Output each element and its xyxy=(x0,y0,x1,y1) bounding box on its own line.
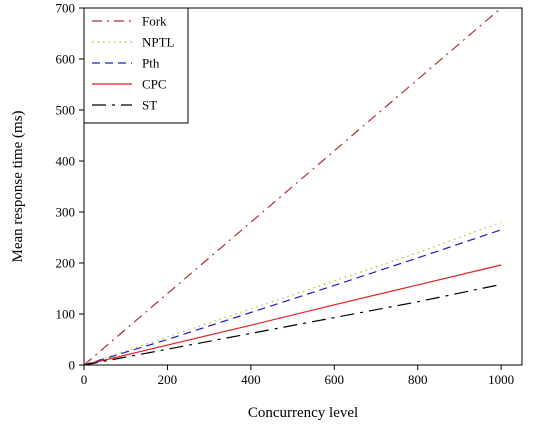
axes: 0 200 400 600 800 1000 0 100 200 300 400 500 600 700 xyxy=(56,1,515,388)
series-line-nptl xyxy=(83,221,502,366)
series-line-st xyxy=(83,283,502,366)
x-tick-label: 0 xyxy=(81,372,88,387)
y-tick-label: 600 xyxy=(56,52,76,67)
series-layer xyxy=(83,7,502,366)
y-tick-label: 0 xyxy=(69,358,76,373)
series-line-cpc xyxy=(83,264,502,366)
legend-label-fork: Fork xyxy=(142,14,167,29)
y-tick-label: 200 xyxy=(56,256,76,271)
plot-border xyxy=(83,7,523,366)
legend-label-cpc: CPC xyxy=(142,77,167,92)
y-tick-label: 500 xyxy=(56,103,76,118)
legend: Fork NPTL Pth CPC ST xyxy=(83,7,189,124)
legend-label-nptl: NPTL xyxy=(142,35,175,50)
x-tick-label: 200 xyxy=(158,372,178,387)
x-tick-label: 800 xyxy=(408,372,428,387)
legend-label-pth: Pth xyxy=(142,56,160,71)
y-tick-label: 400 xyxy=(56,154,76,169)
y-axis-title: Mean response time (ms) xyxy=(10,110,26,262)
y-tick-label: 100 xyxy=(56,307,76,322)
y-tick-label: 700 xyxy=(56,1,76,16)
plot-area xyxy=(83,7,523,366)
series-line-fork xyxy=(83,7,502,366)
y-tick-label: 300 xyxy=(56,205,76,220)
x-tick-label: 400 xyxy=(241,372,261,387)
legend-label-st: ST xyxy=(142,98,157,113)
series-line-pth xyxy=(83,229,502,366)
x-tick-label: 600 xyxy=(325,372,345,387)
legend-box xyxy=(83,7,189,124)
x-tick-label: 1000 xyxy=(488,372,514,387)
x-axis-title: Concurrency level xyxy=(248,405,358,421)
